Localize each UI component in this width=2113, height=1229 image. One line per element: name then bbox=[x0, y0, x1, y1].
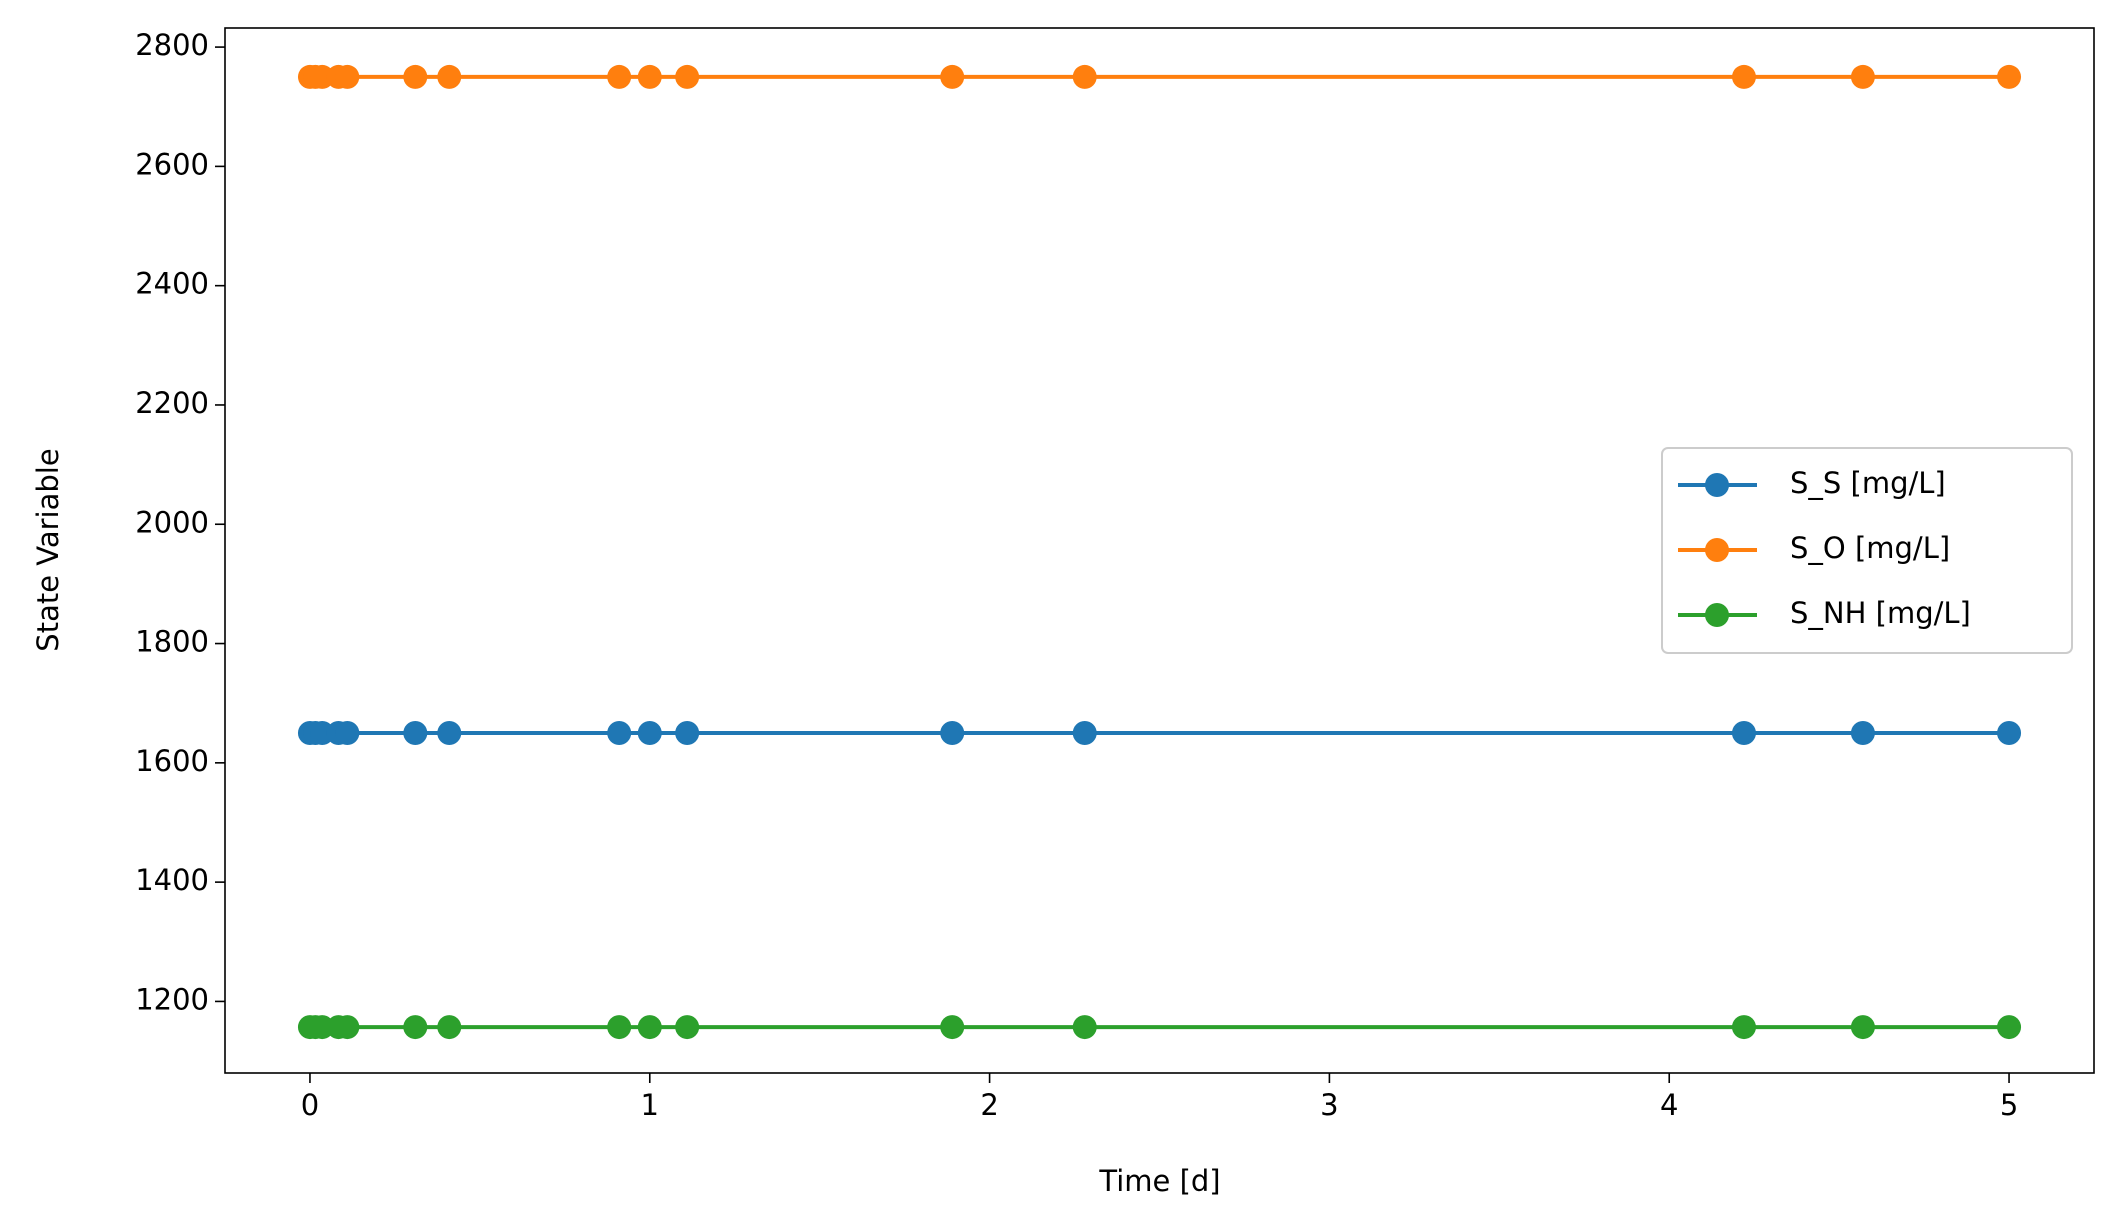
point bbox=[675, 64, 700, 89]
point bbox=[335, 64, 360, 89]
plot-frame bbox=[224, 27, 2095, 1074]
x-tick-label: 1 bbox=[641, 1088, 659, 1122]
point bbox=[1997, 1015, 2022, 1040]
y-tick-label: 1600 bbox=[135, 744, 209, 778]
point bbox=[675, 721, 700, 746]
point bbox=[940, 1015, 965, 1040]
y-tick-label: 2400 bbox=[135, 267, 209, 301]
point bbox=[335, 721, 360, 746]
point bbox=[1997, 64, 2022, 89]
point bbox=[637, 64, 662, 89]
y-axis-label: State Variable bbox=[31, 448, 65, 651]
legend-marker bbox=[1705, 473, 1729, 497]
point bbox=[940, 64, 965, 89]
point bbox=[437, 64, 462, 89]
point bbox=[1072, 1015, 1097, 1040]
point bbox=[637, 721, 662, 746]
x-tick-label: 3 bbox=[1320, 1088, 1338, 1122]
point bbox=[403, 1015, 428, 1040]
x-tick-label: 4 bbox=[1660, 1088, 1678, 1122]
point bbox=[675, 1015, 700, 1040]
point bbox=[607, 1015, 632, 1040]
x-tick-label: 2 bbox=[980, 1088, 998, 1122]
x-axis-label: Time [d] bbox=[1098, 1164, 1220, 1198]
legend-label: S_O [mg/L] bbox=[1790, 531, 1950, 565]
legend-label: S_NH [mg/L] bbox=[1790, 596, 1971, 630]
y-tick-label: 1400 bbox=[135, 863, 209, 897]
point bbox=[403, 721, 428, 746]
point bbox=[940, 721, 965, 746]
point bbox=[403, 64, 428, 89]
point bbox=[637, 1015, 662, 1040]
y-tick-label: 1800 bbox=[135, 625, 209, 659]
y-tick-label: 2200 bbox=[135, 386, 209, 420]
point bbox=[1731, 1015, 1756, 1040]
point bbox=[1997, 721, 2022, 746]
point bbox=[1731, 721, 1756, 746]
legend-label: S_S [mg/L] bbox=[1790, 466, 1946, 500]
x-tick-label: 5 bbox=[2000, 1088, 2018, 1122]
point bbox=[607, 64, 632, 89]
legend-box bbox=[1661, 447, 2073, 654]
point bbox=[1850, 1015, 1875, 1040]
y-tick-label: 1200 bbox=[135, 982, 209, 1016]
y-tick-label: 2000 bbox=[135, 505, 209, 539]
legend: S_S [mg/L] S_O [mg/L] S_NH [mg/L] bbox=[1661, 447, 2073, 654]
legend-marker bbox=[1705, 603, 1729, 627]
point bbox=[607, 721, 632, 746]
point bbox=[1850, 721, 1875, 746]
point bbox=[437, 1015, 462, 1040]
point bbox=[1072, 721, 1097, 746]
y-tick-label: 2600 bbox=[135, 147, 209, 181]
y-tick-label: 2800 bbox=[135, 28, 209, 62]
point bbox=[335, 1015, 360, 1040]
point bbox=[1072, 64, 1097, 89]
point bbox=[1850, 64, 1875, 89]
point bbox=[437, 721, 462, 746]
point bbox=[1731, 64, 1756, 89]
x-tick-label: 0 bbox=[301, 1088, 319, 1122]
legend-marker bbox=[1705, 538, 1729, 562]
